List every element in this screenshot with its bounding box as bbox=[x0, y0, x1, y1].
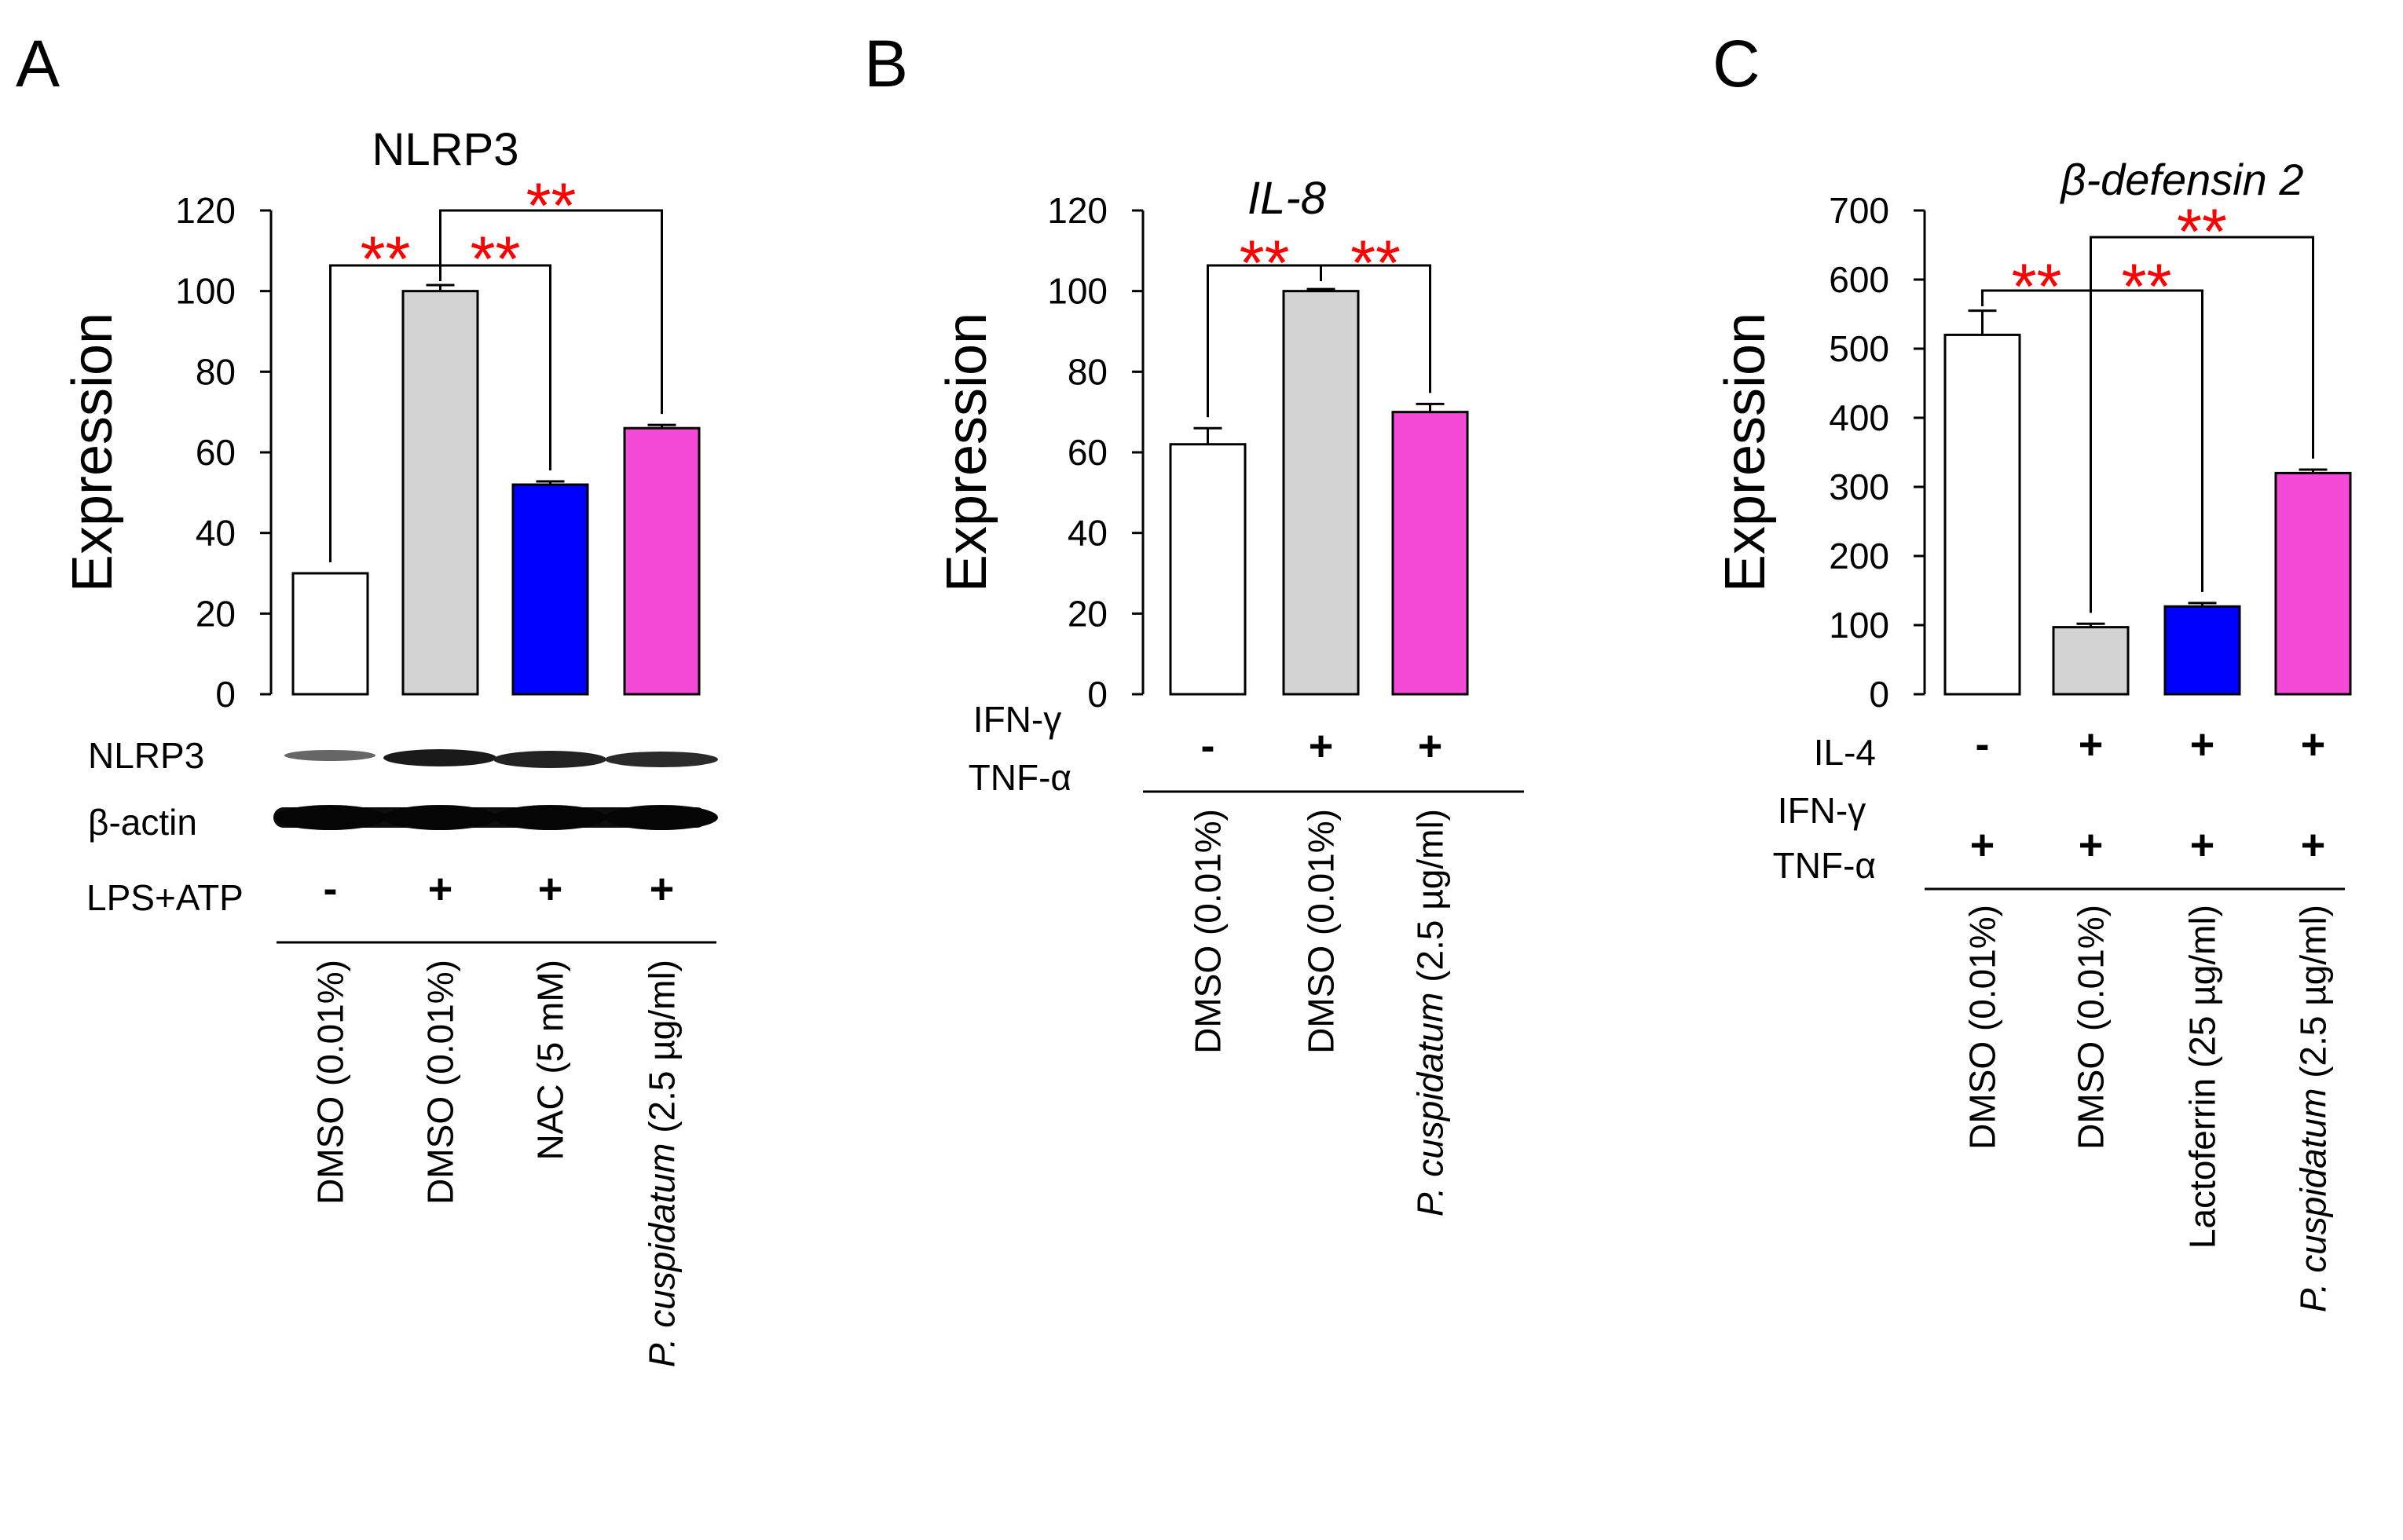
panel-a-y-tick-label: 20 bbox=[196, 593, 236, 634]
panel-c-significance-stars: ** bbox=[2122, 251, 2172, 323]
panel-a-y-tick-label: 0 bbox=[215, 674, 236, 715]
panel-a-ylabel: Expression bbox=[61, 313, 124, 592]
panel-c-ylabel: Expression bbox=[1714, 313, 1777, 592]
panel-a-y-tick-label: 40 bbox=[196, 513, 236, 554]
panel-a-y-tick-label: 100 bbox=[175, 271, 236, 312]
panel-a-category-label: P. cuspidatum (2.5 µg/ml) bbox=[642, 960, 683, 1367]
panel-b-treatment-sign: + bbox=[1309, 722, 1334, 770]
panel-c-bar bbox=[2052, 626, 2130, 696]
panel-b-title: IL-8 bbox=[1247, 173, 1326, 224]
panel-a-bar bbox=[511, 483, 589, 696]
panel-b-y-tick-label: 60 bbox=[1068, 432, 1108, 473]
panel-b-y-tick-label: 120 bbox=[1047, 190, 1108, 231]
panel-letter-a: A bbox=[16, 27, 60, 101]
panel-a-bar bbox=[401, 290, 479, 696]
panel-a-y-tick-label: 80 bbox=[196, 351, 236, 392]
panel-b-bar bbox=[1391, 411, 1469, 696]
panel-c-treatment-sign: - bbox=[1976, 721, 1990, 768]
panel-c-treatment-sign: + bbox=[2301, 821, 2326, 869]
panel-b-category-label: DMSO (0.01%) bbox=[1301, 809, 1342, 1054]
panel-b-y-tick-label: 0 bbox=[1087, 674, 1108, 715]
panel-a-significance-stars: ** bbox=[471, 224, 521, 295]
panel-c-treatment-sign: + bbox=[2301, 721, 2326, 768]
panel-a-category-label: DMSO (0.01%) bbox=[420, 960, 461, 1205]
panel-a-category-label: NAC (5 mM) bbox=[530, 960, 571, 1161]
blot-label-nlrp3: NLRP3 bbox=[88, 735, 204, 776]
panel-c-treatment-sign: + bbox=[2190, 821, 2215, 869]
panel-b-significance-bracket bbox=[1320, 264, 1431, 393]
panel-c-category-label: P. cuspidatum (2.5 µg/ml) bbox=[2293, 905, 2334, 1312]
panel-b-y-tick-label: 20 bbox=[1068, 593, 1108, 634]
panel-b-treatment-sign: + bbox=[1418, 722, 1443, 770]
panel-c-bar bbox=[2163, 605, 2241, 696]
panel-c-treatment-sign: + bbox=[2190, 721, 2215, 768]
panel-c-y-tick-label: 500 bbox=[1829, 328, 1889, 369]
panel-a-category-label: DMSO (0.01%) bbox=[310, 960, 351, 1205]
panel-c-category-label: Lactoferrin (25 µg/ml) bbox=[2182, 905, 2223, 1249]
panel-c-y-tick-label: 600 bbox=[1829, 259, 1889, 300]
panel-c-row-label-2: IFN-γ TNF-α bbox=[1773, 790, 1876, 886]
panel-c-title: β-defensin 2 bbox=[2059, 155, 2303, 204]
panel-a-row-label: LPS+ATP bbox=[86, 877, 244, 918]
panel-b-category-label: DMSO (0.01%) bbox=[1188, 809, 1229, 1054]
panel-c-significance-bracket bbox=[2090, 236, 2314, 613]
panel-a-treatment-sign: + bbox=[650, 865, 675, 913]
panel-b-y-tick-label: 40 bbox=[1068, 513, 1108, 554]
panel-b-bar bbox=[1282, 290, 1360, 696]
panel-c-significance-stars: ** bbox=[2012, 251, 2062, 323]
panel-b-treatment-sign: - bbox=[1201, 722, 1215, 770]
panel-a-treatment-sign: + bbox=[428, 865, 453, 913]
western-blot-image bbox=[273, 749, 718, 830]
panel-a-significance-bracket bbox=[439, 209, 663, 415]
panel-b-y-tick-label: 100 bbox=[1047, 271, 1108, 312]
panel-c-category-label: DMSO (0.01%) bbox=[2071, 905, 2112, 1150]
panel-b-row-label: IFN-γ TNF-α bbox=[969, 699, 1071, 798]
panel-b-bar bbox=[1169, 443, 1247, 696]
panel-c-y-tick-label: 700 bbox=[1829, 190, 1889, 231]
panel-c-treatment-sign: + bbox=[2079, 721, 2104, 768]
panel-b-category-label: P. cuspidatum (2.5 µg/ml) bbox=[1410, 809, 1451, 1216]
panel-c-y-tick-label: 100 bbox=[1829, 605, 1889, 646]
panel-b-y-tick-label: 80 bbox=[1068, 351, 1108, 392]
panel-c-y-tick-label: 0 bbox=[1869, 674, 1889, 715]
panel-a-y-tick-label: 60 bbox=[196, 432, 236, 473]
panel-a-treatment-sign: + bbox=[538, 865, 563, 913]
blot-label-actin: β-actin bbox=[88, 802, 197, 843]
panel-letter-c: C bbox=[1713, 27, 1760, 101]
panel-a-significance-stars: ** bbox=[526, 170, 577, 242]
panel-c-y-tick-label: 200 bbox=[1829, 536, 1889, 576]
panel-c-y-tick-label: 300 bbox=[1829, 466, 1889, 507]
panel-letter-b: B bbox=[864, 27, 908, 101]
panel-c-row-label-1: IL-4 bbox=[1814, 732, 1876, 773]
panel-c-category-label: DMSO (0.01%) bbox=[1962, 905, 2003, 1150]
panel-c-y-tick-label: 400 bbox=[1829, 397, 1889, 438]
panel-a-bar bbox=[291, 572, 369, 696]
panel-c-significance-stars: ** bbox=[2177, 196, 2227, 268]
panel-a-title: NLRP3 bbox=[372, 124, 519, 175]
panel-b-ylabel: Expression bbox=[936, 313, 998, 592]
panel-a-treatment-sign: - bbox=[324, 865, 338, 913]
panel-c-treatment-sign: + bbox=[1970, 821, 1995, 869]
panel-b-significance-stars: ** bbox=[1240, 228, 1290, 299]
panel-b-significance-stars: ** bbox=[1350, 228, 1401, 299]
panel-a-significance-stars: ** bbox=[361, 224, 411, 295]
panel-c-bar bbox=[2274, 471, 2352, 696]
panel-a-bar bbox=[623, 426, 701, 696]
panel-c-significance-bracket bbox=[2090, 289, 2203, 613]
panel-c-treatment-sign: + bbox=[2079, 821, 2104, 869]
panel-a-y-tick-label: 120 bbox=[175, 190, 236, 231]
panel-c-bar bbox=[1943, 333, 2021, 696]
